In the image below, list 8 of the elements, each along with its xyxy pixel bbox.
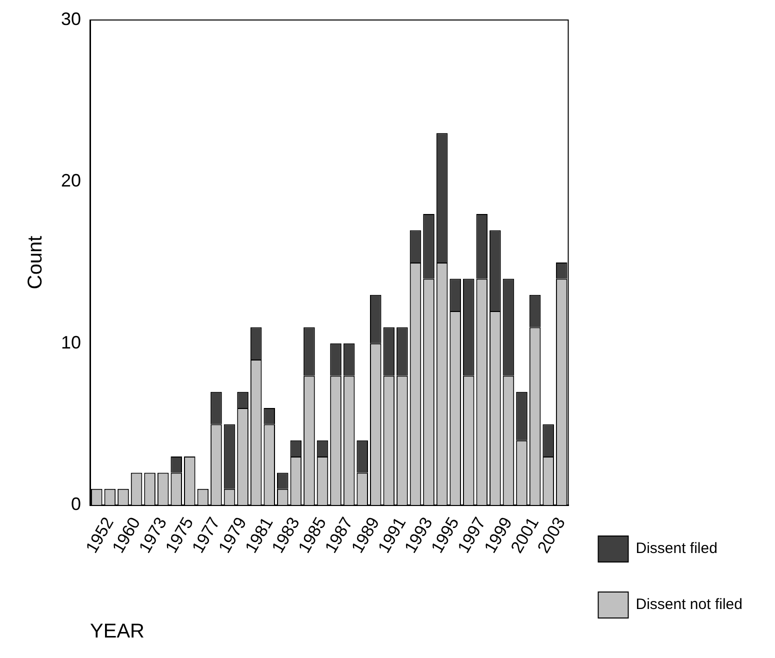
legend-label: Dissent filed (636, 540, 718, 558)
y-tick-label: 20 (60, 170, 82, 191)
y-tick-label: 30 (60, 8, 82, 29)
x-axis-title: YEAR (90, 620, 144, 643)
y-tick-label: 0 (71, 494, 82, 514)
legend-label: Dissent not filed (636, 596, 742, 614)
y-tick-label: 10 (60, 332, 82, 352)
y-axis-title: Count (24, 235, 47, 290)
